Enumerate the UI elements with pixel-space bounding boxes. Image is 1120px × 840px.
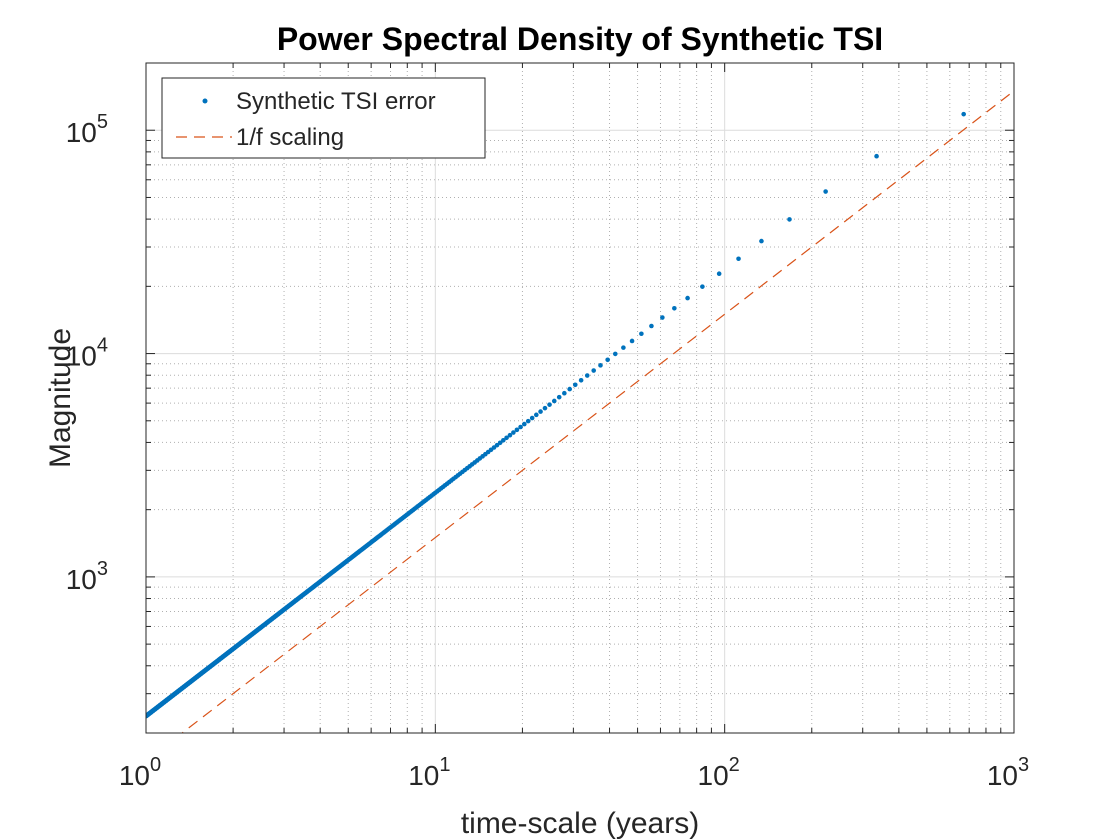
data-point <box>612 351 618 357</box>
data-point <box>533 412 539 418</box>
data-point <box>525 418 531 424</box>
data-point <box>621 345 626 350</box>
data-point <box>529 415 535 421</box>
x-tick-label: 103 <box>987 754 1029 791</box>
data-point <box>591 368 596 373</box>
data-point <box>538 409 543 414</box>
data-point <box>578 377 584 383</box>
data-point <box>759 238 764 244</box>
x-tick-exponent: 0 <box>150 754 161 776</box>
y-axis-title: Magnitude <box>44 328 77 468</box>
data-point <box>660 315 665 320</box>
data-point <box>685 295 690 301</box>
data-point <box>639 331 644 337</box>
x-axis-title: time-scale (years) <box>461 807 699 840</box>
chart-title: Power Spectral Density of Synthetic TSI <box>277 21 883 57</box>
data-point <box>542 405 548 411</box>
data-point <box>504 435 509 441</box>
legend-label-synthetic-tsi-error: Synthetic TSI error <box>236 88 436 115</box>
legend-marker-synthetic-tsi-error <box>202 98 208 104</box>
data-point <box>700 284 705 289</box>
x-tick-exponent: 2 <box>729 754 740 776</box>
y-tick-exponent: 5 <box>97 111 108 133</box>
data-point <box>497 440 503 446</box>
data-point <box>146 713 149 719</box>
data-point <box>572 382 578 388</box>
y-tick-label: 105 <box>66 111 108 148</box>
data-point <box>787 217 792 222</box>
grid-layer <box>145 63 1015 733</box>
x-tick-exponent: 3 <box>1018 754 1029 776</box>
data-point <box>518 424 523 430</box>
data-point <box>551 398 557 404</box>
data-point <box>672 306 677 311</box>
data-point <box>562 390 567 396</box>
data-point <box>605 357 610 363</box>
data-point <box>514 427 520 433</box>
series-layer <box>146 90 1014 733</box>
data-point <box>736 256 741 262</box>
data-point <box>584 373 590 378</box>
data-point <box>598 363 603 368</box>
data-point <box>629 338 635 344</box>
data-point <box>501 438 506 443</box>
x-tick-label: 101 <box>408 754 450 791</box>
x-tick-exponent: 1 <box>439 754 450 776</box>
data-point <box>511 430 516 435</box>
data-point <box>522 421 527 427</box>
data-point <box>823 189 828 194</box>
y-tick-exponent: 3 <box>97 558 108 580</box>
data-point <box>507 432 513 438</box>
x-tick-label: 102 <box>698 754 740 791</box>
data-point <box>567 386 572 392</box>
y-tick-exponent: 4 <box>97 335 108 357</box>
series-line-1f-scaling <box>181 90 1014 733</box>
legend: Synthetic TSI error 1/f scaling <box>161 77 486 159</box>
y-tick-label: 103 <box>66 558 108 595</box>
data-point <box>874 153 879 159</box>
legend-box <box>161 77 486 159</box>
legend-label-1f-scaling: 1/f scaling <box>236 124 344 151</box>
tick-layer: 100 101 102 103 103 1 0 4 105 <box>66 63 1029 791</box>
data-point <box>716 271 722 277</box>
data-point <box>649 323 654 329</box>
plot-area-frame <box>145 62 1015 734</box>
x-tick-label: 100 <box>119 754 161 791</box>
data-point <box>556 394 562 400</box>
data-point <box>961 111 966 117</box>
data-point <box>547 402 552 407</box>
